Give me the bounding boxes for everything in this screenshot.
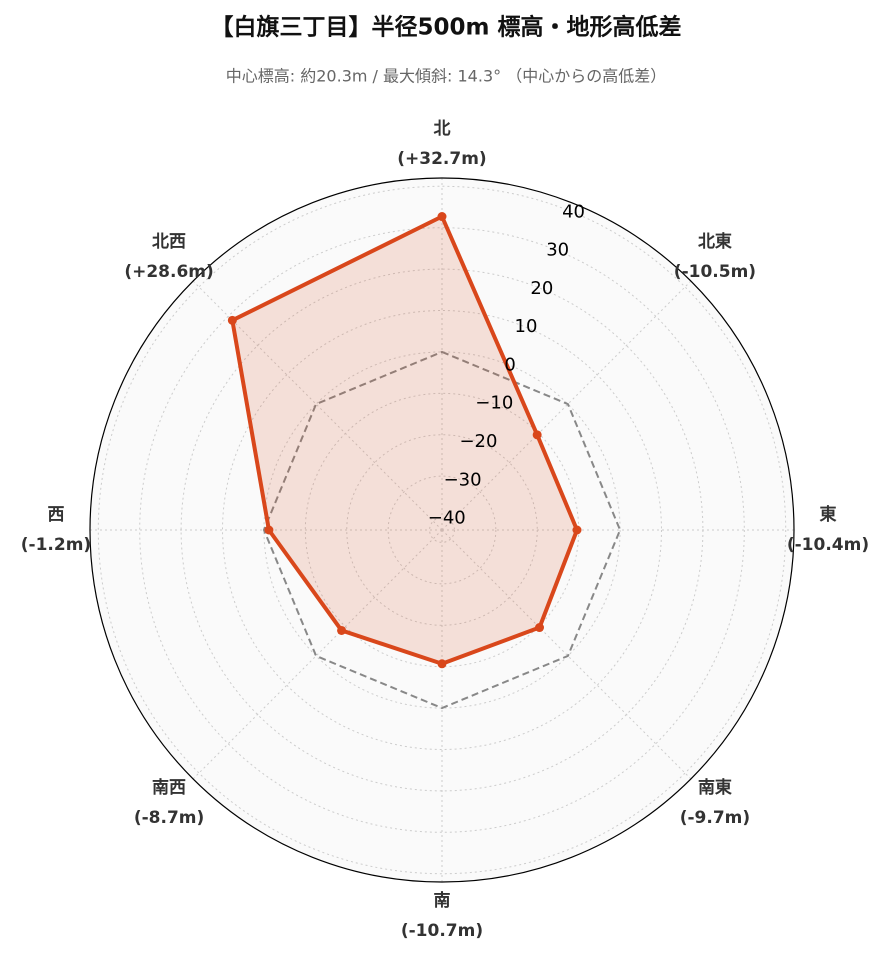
grid-circle bbox=[139, 227, 745, 833]
value-label: (-1.2m) bbox=[21, 535, 91, 555]
r-tick-label: −40 bbox=[428, 508, 466, 529]
r-tick-label: 40 bbox=[562, 201, 585, 222]
grid-circle bbox=[429, 517, 455, 543]
chart-subtitle: 中心標高: 約20.3m / 最大傾斜: 14.3° （中心からの高低差） bbox=[226, 67, 666, 86]
value-label: (+28.6m) bbox=[124, 262, 213, 282]
category-label: 西 bbox=[48, 505, 65, 525]
value-label: (-9.7m) bbox=[680, 808, 750, 828]
category-label: 東 bbox=[820, 504, 837, 525]
r-tick-label: −20 bbox=[459, 431, 497, 452]
category-label: 北 bbox=[434, 119, 451, 139]
category-label: 北西 bbox=[152, 232, 186, 252]
category-label: 南東 bbox=[698, 777, 732, 798]
data-point bbox=[264, 525, 274, 535]
r-tick-label: −30 bbox=[444, 469, 482, 490]
data-point bbox=[572, 525, 582, 535]
data-point bbox=[337, 625, 347, 635]
value-label: (-8.7m) bbox=[134, 808, 204, 828]
value-label: (+32.7m) bbox=[397, 149, 486, 169]
grid-spoke bbox=[192, 529, 443, 780]
category-label: 北東 bbox=[698, 231, 732, 252]
grid-spoke bbox=[441, 529, 692, 780]
grid-circle bbox=[222, 310, 662, 750]
r-tick-label: 10 bbox=[515, 316, 538, 337]
grid-spoke bbox=[441, 280, 692, 531]
chart-title: 【白旗三丁目】半径500m 標高・地形高低差 bbox=[211, 14, 682, 41]
r-tick-label: 30 bbox=[546, 240, 569, 261]
value-label: (-10.4m) bbox=[787, 535, 869, 555]
grid-circle bbox=[263, 351, 621, 709]
grid-circle bbox=[387, 475, 497, 585]
data-point bbox=[227, 315, 237, 325]
r-tick-label: 0 bbox=[504, 354, 515, 375]
grid-spoke bbox=[192, 280, 443, 531]
data-point bbox=[532, 430, 542, 440]
category-label: 南 bbox=[434, 890, 451, 911]
value-label: (-10.7m) bbox=[401, 921, 483, 941]
category-label: 南西 bbox=[152, 777, 186, 798]
value-label: (-10.5m) bbox=[674, 262, 756, 282]
r-tick-label: −10 bbox=[475, 393, 513, 414]
data-point bbox=[437, 212, 447, 222]
data-point bbox=[437, 659, 447, 669]
baseline bbox=[262, 350, 622, 710]
grid-circle bbox=[97, 185, 787, 875]
plot-border bbox=[89, 177, 795, 883]
r-tick-label: 20 bbox=[530, 278, 553, 299]
data-point bbox=[535, 623, 545, 633]
